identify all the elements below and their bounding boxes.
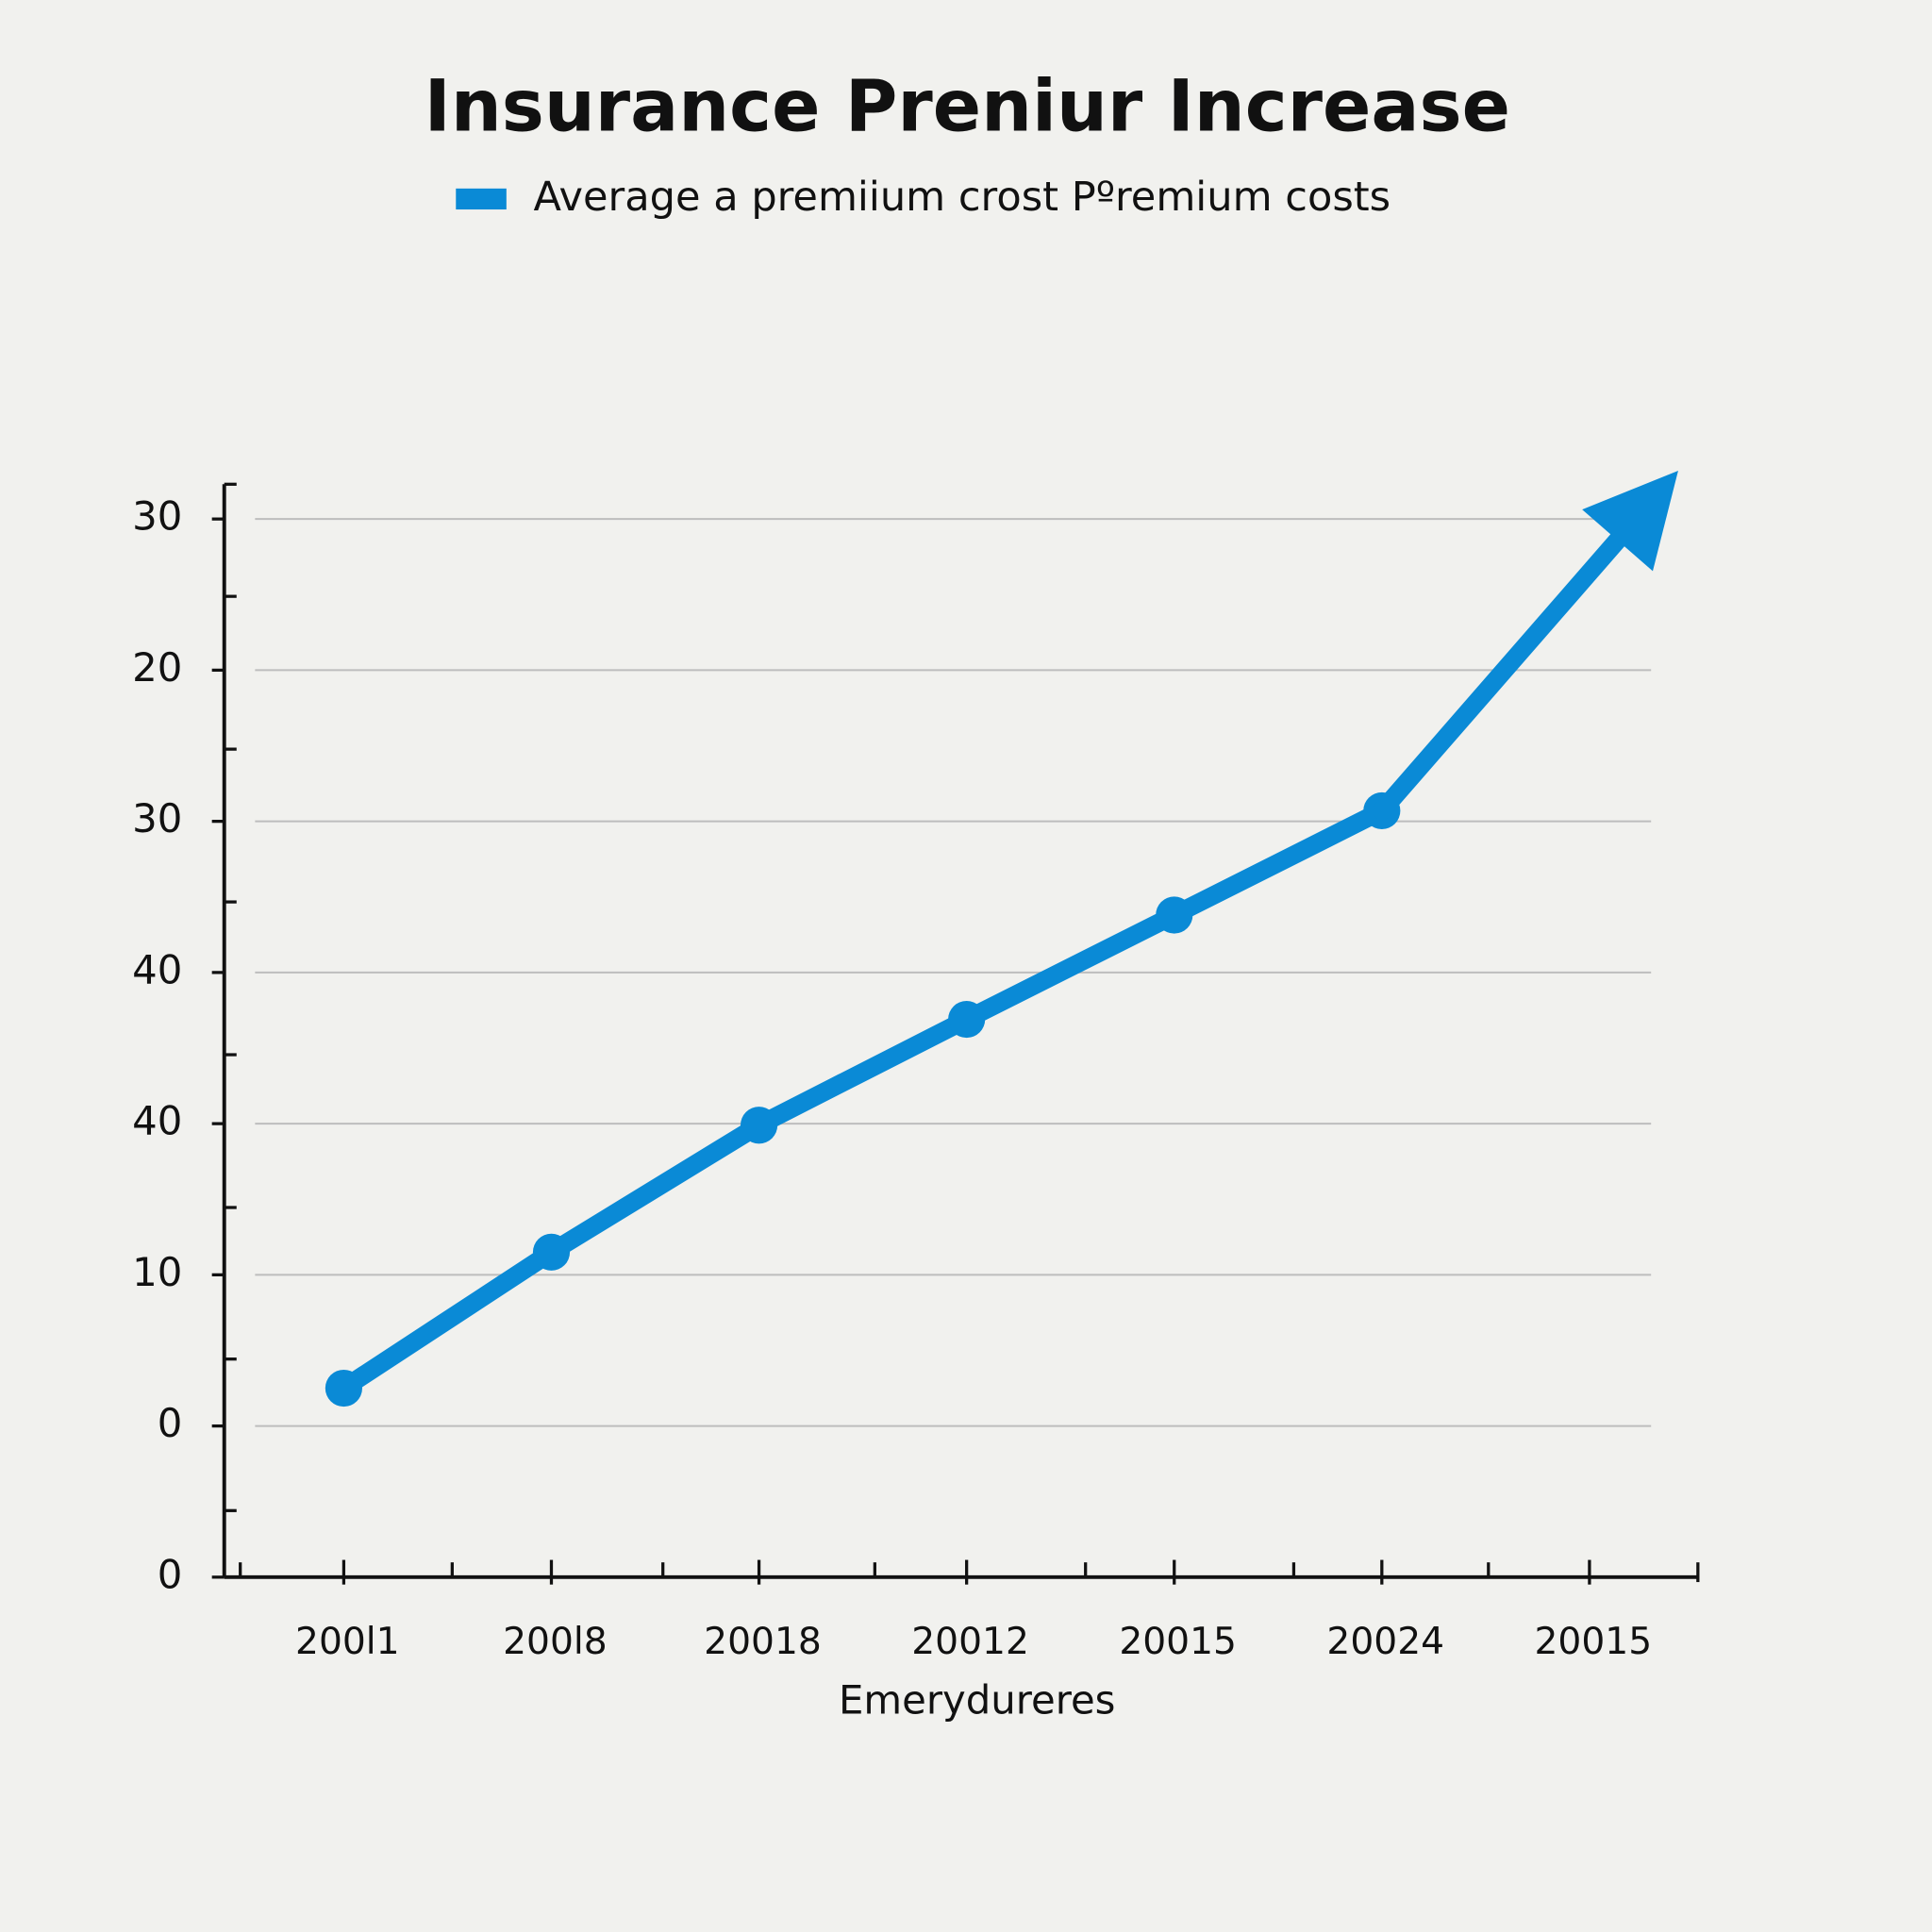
- point: [740, 1107, 778, 1144]
- x-tick-label: 20018: [704, 1621, 822, 1663]
- x-tick-label: 20015: [1119, 1621, 1237, 1663]
- legend-label: Average a premiium crost Pºremium costs: [534, 174, 1391, 221]
- chart-title: Insurance Preniur Increase: [425, 65, 1510, 148]
- point: [1156, 896, 1193, 934]
- y-tick-label: 30: [132, 795, 182, 841]
- y-tick-label: 20: [132, 644, 182, 691]
- line: [334, 801, 1391, 1398]
- trend-arrow-shaft: [1373, 526, 1631, 821]
- y-tick-label: 40: [132, 1098, 182, 1144]
- y-tick-label: 0: [158, 1400, 183, 1446]
- y-tick-label: 40: [132, 946, 182, 992]
- y-tick-label: 10: [132, 1249, 182, 1295]
- x-tick-label: 20015: [1535, 1621, 1653, 1663]
- x-tick-label: 200l8: [503, 1621, 608, 1663]
- y-tick-label: 0: [158, 1551, 183, 1597]
- trend-arrow-head: [1582, 470, 1678, 572]
- minor-ticks: [224, 482, 1700, 1583]
- x-tick-label: 20024: [1326, 1621, 1444, 1663]
- y-tick-label: 30: [132, 493, 182, 540]
- x-tick-label: 20012: [911, 1621, 1029, 1663]
- point: [948, 1000, 986, 1039]
- point: [325, 1369, 362, 1407]
- point: [532, 1233, 571, 1271]
- legend-swatch: [456, 188, 507, 210]
- x-axis-label: Emerydureres: [839, 1677, 1115, 1724]
- x-tick-label: 200l1: [295, 1621, 400, 1663]
